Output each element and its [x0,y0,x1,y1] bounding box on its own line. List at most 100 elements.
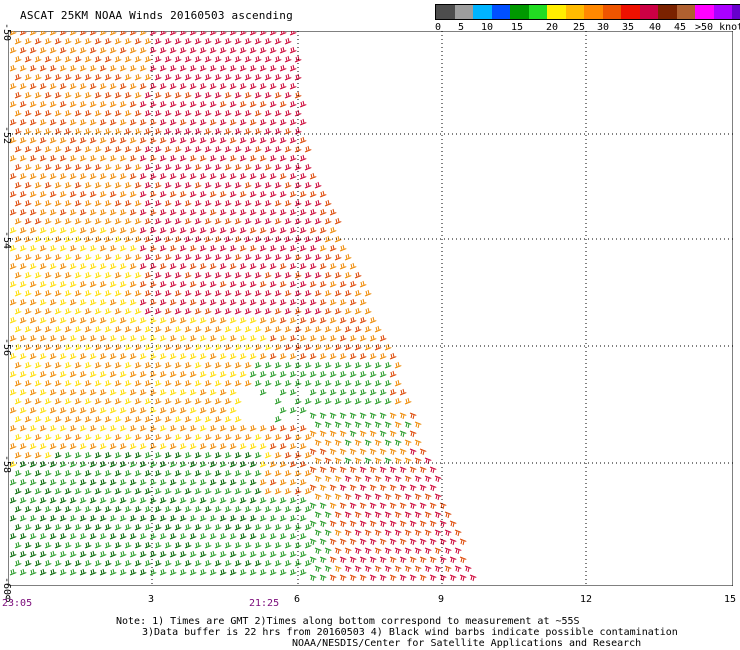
wind-barb [119,568,127,576]
wind-barb [284,559,292,567]
wind-barb [279,208,287,216]
wind-barb [404,397,412,405]
wind-barb [39,442,47,450]
wind-barb [209,208,217,216]
wind-barb [49,298,57,306]
wind-barb [34,451,42,459]
wind-barb [44,109,52,117]
wind-barb [284,469,292,477]
wind-barb [14,55,22,63]
wind-barb [199,424,207,432]
wind-barb [309,502,317,510]
wind-barb [159,64,167,72]
wind-barb [49,64,57,72]
wind-barb [24,73,32,81]
wind-barb [34,163,42,171]
wind-barb [34,523,42,531]
wind-barb [394,547,402,555]
wind-barb [74,109,82,117]
wind-barb [199,46,207,54]
wind-barb [314,253,322,261]
wind-barb [29,244,37,252]
wind-barb [144,469,152,477]
wind-barb [354,271,362,279]
wind-barb [194,109,202,117]
wind-barb [229,280,237,288]
wind-barb [269,568,277,576]
wind-barb [424,511,432,519]
wind-barb [29,82,37,90]
wind-barb [339,448,347,456]
wind-barb [334,547,342,555]
wind-barb [89,118,97,126]
wind-barb [119,208,127,216]
wind-barb [219,460,227,468]
wind-barb [229,262,237,270]
wind-barb [329,280,337,288]
wind-barb [284,361,292,369]
wind-barb [59,550,67,558]
wind-barb [249,532,257,540]
wind-barb [39,352,47,360]
wind-barb [189,352,197,360]
wind-barb [289,298,297,306]
wind-barb [69,568,77,576]
wind-barb [129,208,137,216]
wind-barb [129,352,137,360]
wind-barb [159,172,167,180]
wind-barb [69,280,77,288]
wind-barb [244,55,252,63]
wind-barb [39,118,47,126]
wind-barb [209,370,217,378]
wind-barb [74,523,82,531]
wind-barb [124,307,132,315]
wind-barb [19,244,27,252]
wind-barb [139,406,147,414]
wind-barb [104,361,112,369]
wind-barb [134,325,142,333]
wind-barb [214,73,222,81]
wind-barb [104,325,112,333]
wind-barb [289,154,297,162]
wind-barb [99,406,107,414]
wind-barb [89,172,97,180]
wind-barb [34,109,42,117]
wind-barb [99,460,107,468]
wind-barb [104,55,112,63]
wind-barb [74,271,82,279]
wind-barb [274,55,282,63]
wind-barb [134,361,142,369]
wind-barb [334,361,342,369]
wind-barb [34,415,42,423]
wind-barb [9,388,17,396]
wind-barb [344,529,352,537]
wind-barb [139,118,147,126]
wind-barb [249,46,257,54]
wind-barb [289,568,297,576]
wind-barb [244,91,252,99]
wind-barb [204,361,212,369]
wind-barb [124,325,132,333]
wind-barb [94,433,102,441]
wind-barb [329,370,337,378]
wind-barb [104,217,112,225]
wind-barb [19,82,27,90]
wind-barb [24,109,32,117]
wind-barb [139,100,147,108]
wind-barb [129,334,137,342]
legend-label: 25 [573,22,586,33]
wind-barb [314,217,322,225]
wind-barb [359,334,367,342]
wind-barb [69,31,77,36]
wind-barb [299,262,307,270]
wind-barb [194,199,202,207]
wind-barb [259,226,267,234]
wind-barb [29,136,37,144]
wind-barb [324,529,332,537]
wind-barb [129,172,137,180]
wind-barb [264,469,272,477]
wind-barb [154,505,162,513]
wind-barb [104,523,112,531]
wind-barb [94,145,102,153]
wind-barb [139,226,147,234]
